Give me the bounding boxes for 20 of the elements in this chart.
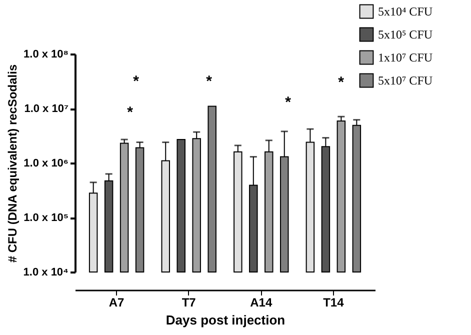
y-tick-label: 1.0 x 10⁵ bbox=[24, 212, 68, 224]
y-axis-title: # CFU (DNA equivalent) recSodalis bbox=[5, 64, 20, 263]
legend-label: 5x10⁵ CFU bbox=[378, 28, 433, 42]
y-tick-label: 1.0 x 10⁸ bbox=[24, 48, 68, 60]
x-tick-label: T14 bbox=[323, 296, 344, 310]
annotation: * bbox=[133, 73, 140, 90]
annotation: * bbox=[285, 94, 292, 111]
legend-label: 5x10⁷ CFU bbox=[378, 74, 433, 88]
x-axis-title: Days post injection bbox=[166, 312, 286, 328]
annotation: * bbox=[206, 73, 212, 90]
x-tick-label: A14 bbox=[250, 296, 272, 310]
y-tick-label: 1.0 x 10⁷ bbox=[24, 103, 69, 115]
legend-label: 1x10⁷ CFU bbox=[378, 50, 433, 64]
annotation: * bbox=[338, 74, 344, 91]
annotation: * bbox=[127, 104, 134, 121]
y-tick-label: 1.0 x 10⁶ bbox=[24, 158, 68, 170]
x-tick-label: T7 bbox=[182, 296, 196, 310]
y-tick-label: 1.0 x 10⁴ bbox=[23, 266, 68, 278]
x-tick-label: A7 bbox=[108, 296, 125, 310]
legend-label: 5x10⁴ CFU bbox=[378, 4, 433, 18]
